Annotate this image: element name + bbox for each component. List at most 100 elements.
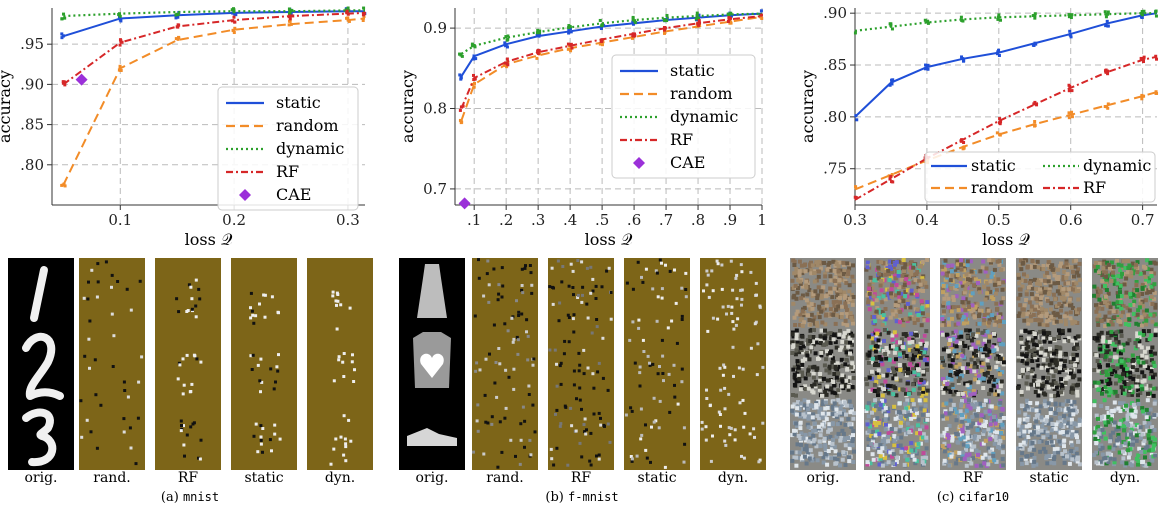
data-point-static xyxy=(61,34,65,38)
data-point-dynamic xyxy=(458,52,462,56)
data-point-RF xyxy=(537,49,541,53)
data-point-random xyxy=(728,20,732,24)
mnist-orig-strip-svg xyxy=(22,266,64,467)
legend-label-dynamic: dynamic xyxy=(1083,156,1151,175)
data-point-RF xyxy=(345,9,349,13)
fmnist-dyn-strip-svg xyxy=(700,259,765,464)
data-point-RF xyxy=(503,61,507,65)
legend-label-CAE: CAE xyxy=(276,185,311,204)
data-point-static xyxy=(118,18,122,22)
data-point-dynamic xyxy=(633,20,637,24)
data-point-static xyxy=(926,63,930,67)
data-point-RF xyxy=(1142,55,1146,59)
data-point-dynamic xyxy=(362,6,366,10)
data-point-dynamic xyxy=(290,8,294,12)
data-point-RF xyxy=(1070,89,1074,93)
data-point-RF xyxy=(662,28,666,32)
data-point-random xyxy=(663,30,667,34)
data-point-random xyxy=(890,173,894,177)
column-label: RF xyxy=(570,470,592,486)
data-point-static xyxy=(888,83,892,87)
data-point-random xyxy=(854,185,858,189)
data-point-dynamic xyxy=(1140,9,1144,13)
data-point-static xyxy=(924,63,928,67)
data-point-static xyxy=(926,67,930,71)
data-point-static xyxy=(1068,29,1072,33)
legend-label-random: random xyxy=(670,84,733,103)
data-point-static xyxy=(459,77,463,81)
data-point-dynamic xyxy=(506,34,510,38)
mnist-rf-strip xyxy=(155,258,221,470)
fmnist-static-strip xyxy=(624,258,690,470)
data-point-static xyxy=(233,12,237,16)
data-point-random xyxy=(631,36,635,40)
legend-label-RF: RF xyxy=(276,162,299,181)
x-tick-label: 0.6 xyxy=(1059,211,1083,229)
x-tick-label: .5 xyxy=(595,211,609,229)
data-point-random xyxy=(287,23,291,27)
data-point-random xyxy=(962,146,966,150)
data-point-dynamic xyxy=(997,15,1001,19)
data-point-random xyxy=(1070,115,1074,119)
data-point-static xyxy=(997,54,1001,58)
column-label: rand. xyxy=(486,470,524,486)
data-point-RF xyxy=(473,77,477,81)
column-label: orig. xyxy=(24,470,58,486)
data-point-RF xyxy=(697,19,701,23)
column-label: static xyxy=(244,470,284,486)
data-point-random xyxy=(232,31,236,35)
data-point-static xyxy=(960,55,964,59)
series-line-RF xyxy=(854,55,1158,201)
data-point-dynamic xyxy=(890,27,894,31)
y-tick-label: .85 xyxy=(20,116,44,134)
data-point-dynamic xyxy=(729,11,733,15)
charts-svg: 0.1 0.2 0.3 .80 .85 .90 .95 loss 𝒬 accuracy stati… xyxy=(0,4,1159,249)
data-point-random xyxy=(1155,91,1159,95)
data-point-random xyxy=(505,65,509,69)
data-point-dynamic xyxy=(853,31,857,35)
data-point-dynamic xyxy=(996,17,1000,21)
data-point-random xyxy=(1067,111,1071,115)
series-line-static xyxy=(854,12,1158,118)
x-tick-label: 1 xyxy=(757,211,767,229)
data-point-dynamic xyxy=(923,18,927,22)
legend-label-static: static xyxy=(971,156,1016,175)
data-point-dynamic xyxy=(601,23,605,27)
fmnist-static-strip-svg xyxy=(624,258,688,469)
data-point-random xyxy=(1106,102,1110,106)
marker-CAE xyxy=(458,197,471,210)
column-label: static xyxy=(1029,470,1069,486)
fmnist-rand-strip-svg xyxy=(472,258,537,469)
data-point-RF xyxy=(999,120,1003,124)
legend-label-RF: RF xyxy=(1083,178,1106,197)
data-point-dynamic xyxy=(535,31,539,35)
cifar-rf-strip xyxy=(940,258,1006,470)
data-point-random xyxy=(1033,120,1037,124)
data-point-dynamic xyxy=(926,19,930,23)
legend-box xyxy=(924,151,1156,203)
column-label: dyn. xyxy=(717,470,749,486)
column-label: dyn. xyxy=(324,470,356,486)
data-point-random xyxy=(600,43,604,47)
data-point-RF xyxy=(697,23,701,27)
data-point-dynamic xyxy=(633,19,637,23)
data-point-random xyxy=(1067,116,1071,120)
data-point-random xyxy=(347,19,351,23)
mnist-rand-strip xyxy=(79,258,145,470)
data-point-static xyxy=(1034,42,1038,46)
fmnist-rf-strip xyxy=(548,258,614,470)
data-point-RF xyxy=(1106,72,1110,76)
data-point-dynamic xyxy=(631,17,635,21)
data-point-random xyxy=(233,26,237,30)
data-point-static xyxy=(1031,43,1035,47)
cifar-static-strip-svg xyxy=(1016,258,1082,468)
x-tick-label: 0.5 xyxy=(987,211,1011,229)
column-label: dyn. xyxy=(1109,470,1141,486)
data-point-dynamic xyxy=(926,21,930,25)
cifar-dyn-strip-svg xyxy=(1092,258,1158,468)
data-point-RF xyxy=(118,43,122,47)
column-label: orig. xyxy=(415,470,449,486)
data-point-static xyxy=(503,41,507,45)
column-label: rand. xyxy=(878,470,916,486)
legend-label-dynamic: dynamic xyxy=(670,107,738,126)
